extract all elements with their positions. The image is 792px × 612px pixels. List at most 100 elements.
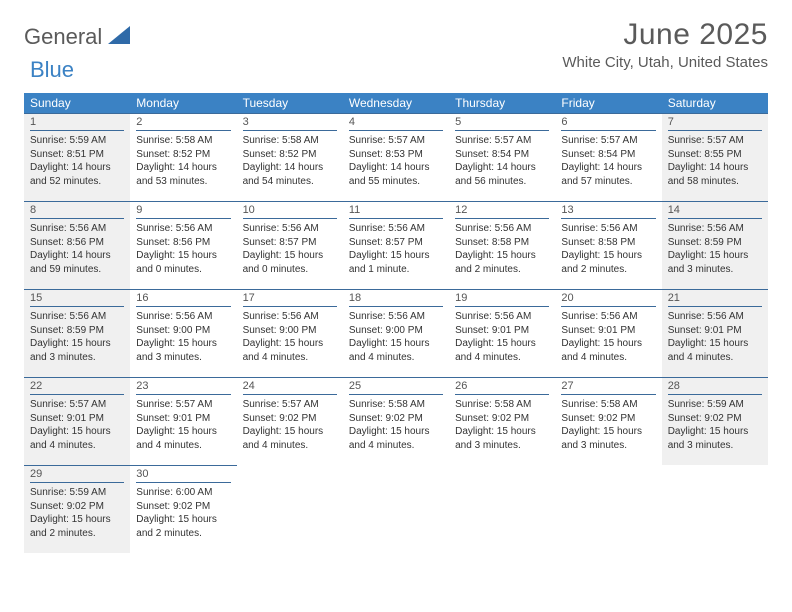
calendar-row: 15 Sunrise: 5:56 AMSunset: 8:59 PMDayligh… bbox=[24, 289, 768, 377]
calendar-cell bbox=[343, 465, 449, 553]
day-wrap: 10Sunrise: 5:56 AMSunset: 8:57 PMDayligh… bbox=[237, 201, 343, 289]
day-wrap: 24 Sunrise: 5:57 AMSunset: 9:02 PMDayligh… bbox=[237, 377, 343, 465]
day-number: 15 bbox=[30, 292, 124, 307]
calendar-cell: 3Sunrise: 5:58 AMSunset: 8:52 PMDaylight… bbox=[237, 113, 343, 201]
calendar-cell: 20Sunrise: 5:56 AMSunset: 9:01 PMDayligh… bbox=[555, 289, 661, 377]
day-info: Sunrise: 5:56 AMSunset: 8:56 PMDaylight:… bbox=[136, 222, 230, 276]
day-wrap: 12Sunrise: 5:56 AMSunset: 8:58 PMDayligh… bbox=[449, 201, 555, 289]
day-info: Sunrise: 5:59 AMSunset: 8:51 PMDaylight:… bbox=[30, 134, 124, 188]
day-number: 24 bbox=[243, 380, 337, 395]
weekday-header: Wednesday bbox=[343, 93, 449, 113]
day-wrap: 21 Sunrise: 5:56 AMSunset: 9:01 PMDayligh… bbox=[662, 289, 768, 377]
day-wrap: 5Sunrise: 5:57 AMSunset: 8:54 PMDaylight… bbox=[449, 113, 555, 201]
calendar-row: 8Sunrise: 5:56 AMSunset: 8:56 PMDaylight… bbox=[24, 201, 768, 289]
day-number: 1 bbox=[30, 116, 124, 131]
day-info: Sunrise: 5:56 AMSunset: 8:57 PMDaylight:… bbox=[243, 222, 337, 276]
brand-logo: General bbox=[24, 24, 134, 50]
calendar-table: Sunday Monday Tuesday Wednesday Thursday… bbox=[24, 93, 768, 553]
page-title: June 2025 bbox=[562, 18, 768, 52]
day-info: Sunrise: 5:57 AMSunset: 8:55 PMDaylight:… bbox=[668, 134, 762, 188]
day-wrap: 2Sunrise: 5:58 AMSunset: 8:52 PMDaylight… bbox=[130, 113, 236, 201]
day-info: Sunrise: 5:56 AMSunset: 9:00 PMDaylight:… bbox=[243, 310, 337, 364]
day-number: 11 bbox=[349, 204, 443, 219]
calendar-cell: 15 Sunrise: 5:56 AMSunset: 8:59 PMDayligh… bbox=[24, 289, 130, 377]
calendar-row: 1 Sunrise: 5:59 AMSunset: 8:51 PMDaylight… bbox=[24, 113, 768, 201]
day-number: 22 bbox=[30, 380, 124, 395]
weekday-header: Thursday bbox=[449, 93, 555, 113]
day-info: Sunrise: 6:00 AMSunset: 9:02 PMDaylight:… bbox=[136, 486, 230, 540]
brand-text-blue: Blue bbox=[30, 57, 74, 82]
weekday-header: Monday bbox=[130, 93, 236, 113]
day-wrap: 18Sunrise: 5:56 AMSunset: 9:00 PMDayligh… bbox=[343, 289, 449, 377]
day-wrap: 22 Sunrise: 5:57 AMSunset: 9:01 PMDayligh… bbox=[24, 377, 130, 465]
calendar-cell: 22 Sunrise: 5:57 AMSunset: 9:01 PMDayligh… bbox=[24, 377, 130, 465]
day-number: 2 bbox=[136, 116, 230, 131]
calendar-cell: 2Sunrise: 5:58 AMSunset: 8:52 PMDaylight… bbox=[130, 113, 236, 201]
day-number: 16 bbox=[136, 292, 230, 307]
day-info: Sunrise: 5:57 AMSunset: 8:53 PMDaylight:… bbox=[349, 134, 443, 188]
calendar-cell: 7Sunrise: 5:57 AMSunset: 8:55 PMDaylight… bbox=[662, 113, 768, 201]
calendar-cell: 6 Sunrise: 5:57 AMSunset: 8:54 PMDaylight… bbox=[555, 113, 661, 201]
day-wrap: 4Sunrise: 5:57 AMSunset: 8:53 PMDaylight… bbox=[343, 113, 449, 201]
calendar-cell: 17Sunrise: 5:56 AMSunset: 9:00 PMDayligh… bbox=[237, 289, 343, 377]
day-info: Sunrise: 5:58 AMSunset: 9:02 PMDaylight:… bbox=[349, 398, 443, 452]
day-wrap: 3Sunrise: 5:58 AMSunset: 8:52 PMDaylight… bbox=[237, 113, 343, 201]
day-info: Sunrise: 5:56 AMSunset: 9:01 PMDaylight:… bbox=[668, 310, 762, 364]
day-info: Sunrise: 5:56 AMSunset: 9:00 PMDaylight:… bbox=[349, 310, 443, 364]
calendar-cell bbox=[237, 465, 343, 553]
day-wrap: 26Sunrise: 5:58 AMSunset: 9:02 PMDayligh… bbox=[449, 377, 555, 465]
calendar-cell: 8Sunrise: 5:56 AMSunset: 8:56 PMDaylight… bbox=[24, 201, 130, 289]
day-info: Sunrise: 5:56 AMSunset: 8:59 PMDaylight:… bbox=[30, 310, 124, 364]
day-wrap: 9Sunrise: 5:56 AMSunset: 8:56 PMDaylight… bbox=[130, 201, 236, 289]
calendar-cell: 26Sunrise: 5:58 AMSunset: 9:02 PMDayligh… bbox=[449, 377, 555, 465]
day-wrap: 15 Sunrise: 5:56 AMSunset: 8:59 PMDayligh… bbox=[24, 289, 130, 377]
location-text: White City, Utah, United States bbox=[562, 54, 768, 71]
day-info: Sunrise: 5:57 AMSunset: 9:01 PMDaylight:… bbox=[136, 398, 230, 452]
day-wrap: 16Sunrise: 5:56 AMSunset: 9:00 PMDayligh… bbox=[130, 289, 236, 377]
day-info: Sunrise: 5:58 AMSunset: 8:52 PMDaylight:… bbox=[243, 134, 337, 188]
day-wrap: 17Sunrise: 5:56 AMSunset: 9:00 PMDayligh… bbox=[237, 289, 343, 377]
weekday-header: Sunday bbox=[24, 93, 130, 113]
weekday-header: Friday bbox=[555, 93, 661, 113]
day-number: 14 bbox=[668, 204, 762, 219]
day-number: 25 bbox=[349, 380, 443, 395]
calendar-body: 1 Sunrise: 5:59 AMSunset: 8:51 PMDaylight… bbox=[24, 113, 768, 553]
calendar-cell: 10Sunrise: 5:56 AMSunset: 8:57 PMDayligh… bbox=[237, 201, 343, 289]
day-wrap: 20Sunrise: 5:56 AMSunset: 9:01 PMDayligh… bbox=[555, 289, 661, 377]
calendar-cell bbox=[662, 465, 768, 553]
day-info: Sunrise: 5:56 AMSunset: 8:57 PMDaylight:… bbox=[349, 222, 443, 276]
day-number: 28 bbox=[668, 380, 762, 395]
day-info: Sunrise: 5:57 AMSunset: 8:54 PMDaylight:… bbox=[455, 134, 549, 188]
calendar-cell: 13Sunrise: 5:56 AMSunset: 8:58 PMDayligh… bbox=[555, 201, 661, 289]
calendar-cell: 4Sunrise: 5:57 AMSunset: 8:53 PMDaylight… bbox=[343, 113, 449, 201]
day-wrap: 27Sunrise: 5:58 AMSunset: 9:02 PMDayligh… bbox=[555, 377, 661, 465]
day-wrap: 13Sunrise: 5:56 AMSunset: 8:58 PMDayligh… bbox=[555, 201, 661, 289]
day-info: Sunrise: 5:57 AMSunset: 9:01 PMDaylight:… bbox=[30, 398, 124, 452]
calendar-cell: 24 Sunrise: 5:57 AMSunset: 9:02 PMDayligh… bbox=[237, 377, 343, 465]
day-number: 29 bbox=[30, 468, 124, 483]
calendar-cell bbox=[555, 465, 661, 553]
day-number: 23 bbox=[136, 380, 230, 395]
day-number: 21 bbox=[668, 292, 762, 307]
calendar-cell: 14Sunrise: 5:56 AMSunset: 8:59 PMDayligh… bbox=[662, 201, 768, 289]
day-number: 12 bbox=[455, 204, 549, 219]
day-wrap: 25 Sunrise: 5:58 AMSunset: 9:02 PMDayligh… bbox=[343, 377, 449, 465]
day-info: Sunrise: 5:59 AMSunset: 9:02 PMDaylight:… bbox=[30, 486, 124, 540]
weekday-header-row: Sunday Monday Tuesday Wednesday Thursday… bbox=[24, 93, 768, 113]
day-number: 6 bbox=[561, 116, 655, 131]
day-info: Sunrise: 5:57 AMSunset: 9:02 PMDaylight:… bbox=[243, 398, 337, 452]
day-wrap: 14Sunrise: 5:56 AMSunset: 8:59 PMDayligh… bbox=[662, 201, 768, 289]
day-wrap: 29 Sunrise: 5:59 AMSunset: 9:02 PMDayligh… bbox=[24, 465, 130, 553]
day-wrap: 30Sunrise: 6:00 AMSunset: 9:02 PMDayligh… bbox=[130, 465, 236, 553]
day-wrap: 28Sunrise: 5:59 AMSunset: 9:02 PMDayligh… bbox=[662, 377, 768, 465]
day-info: Sunrise: 5:56 AMSunset: 8:58 PMDaylight:… bbox=[561, 222, 655, 276]
calendar-cell: 29 Sunrise: 5:59 AMSunset: 9:02 PMDayligh… bbox=[24, 465, 130, 553]
day-info: Sunrise: 5:56 AMSunset: 9:01 PMDaylight:… bbox=[455, 310, 549, 364]
day-info: Sunrise: 5:57 AMSunset: 8:54 PMDaylight:… bbox=[561, 134, 655, 188]
day-number: 26 bbox=[455, 380, 549, 395]
day-wrap: 1 Sunrise: 5:59 AMSunset: 8:51 PMDaylight… bbox=[24, 113, 130, 201]
calendar-row: 22 Sunrise: 5:57 AMSunset: 9:01 PMDayligh… bbox=[24, 377, 768, 465]
day-info: Sunrise: 5:56 AMSunset: 9:01 PMDaylight:… bbox=[561, 310, 655, 364]
day-wrap: 6 Sunrise: 5:57 AMSunset: 8:54 PMDaylight… bbox=[555, 113, 661, 201]
day-info: Sunrise: 5:56 AMSunset: 8:56 PMDaylight:… bbox=[30, 222, 124, 276]
